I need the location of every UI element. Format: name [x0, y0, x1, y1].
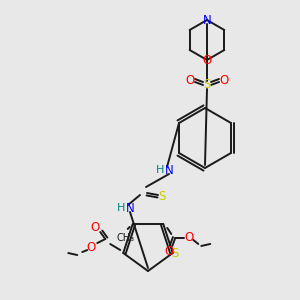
Text: N: N: [202, 14, 211, 26]
Text: N: N: [126, 202, 134, 214]
Text: S: S: [171, 247, 178, 260]
Text: O: O: [185, 74, 195, 87]
Text: O: O: [165, 245, 174, 259]
Text: O: O: [202, 53, 211, 67]
Text: O: O: [185, 232, 194, 244]
Text: H: H: [156, 165, 164, 175]
Text: H: H: [117, 203, 125, 213]
Text: S: S: [203, 79, 211, 92]
Text: N: N: [165, 164, 173, 176]
Text: O: O: [219, 74, 229, 87]
Text: S: S: [158, 190, 166, 203]
Text: O: O: [91, 220, 100, 233]
Text: CH₃: CH₃: [117, 233, 135, 243]
Text: O: O: [87, 241, 96, 254]
